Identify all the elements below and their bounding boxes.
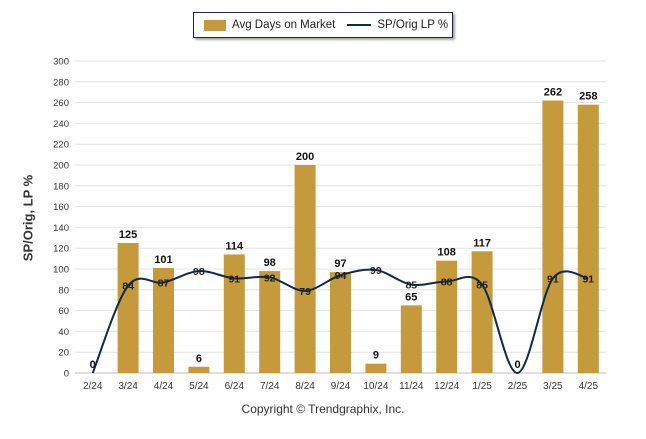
y-tick-label: 220	[53, 140, 69, 151]
bar-data-label: 0	[514, 359, 520, 371]
y-tick-label: 240	[53, 119, 69, 130]
x-tick-label: 11/24	[399, 381, 424, 392]
x-tick-label: 8/24	[295, 381, 315, 392]
y-tick-label: 200	[53, 161, 69, 172]
line-data-label: 98	[193, 266, 205, 278]
line-data-label: 94	[335, 270, 347, 282]
line-data-label: 91	[582, 273, 594, 285]
bar-data-label: 125	[119, 229, 137, 241]
legend-line-label: SP/Orig LP %	[377, 19, 449, 31]
bar	[577, 104, 599, 374]
legend-item-line: SP/Orig LP %	[335, 19, 448, 31]
line-data-label: 87	[158, 278, 170, 290]
bar	[400, 305, 422, 373]
bar	[223, 254, 245, 373]
bar	[153, 267, 174, 373]
legend-bar-label: Avg Days on Market	[232, 19, 336, 31]
y-tick-label: 180	[53, 181, 69, 192]
line-data-label: 88	[441, 276, 453, 288]
line-data-label: 99	[370, 265, 382, 277]
y-axis-label: SP/Orig, LP %	[20, 174, 36, 262]
y-tick-label: 260	[53, 98, 69, 109]
bar	[365, 363, 387, 373]
bar-data-label: 101	[154, 254, 172, 266]
line-data-label: 91	[228, 273, 240, 285]
bar	[436, 260, 458, 373]
y-tick-label: 40	[58, 327, 69, 338]
line-data-label: 85	[476, 280, 488, 292]
x-tick-label: 10/24	[363, 381, 388, 392]
x-tick-label: 9/24	[331, 381, 351, 392]
bar	[542, 100, 564, 374]
bar	[330, 272, 351, 373]
x-tick-label: 4/24	[154, 381, 174, 392]
y-tick-label: 20	[58, 348, 69, 359]
bar	[471, 251, 493, 373]
x-tick-label: 4/25	[579, 381, 599, 392]
y-tick-label: 300	[53, 57, 69, 68]
legend-item-bar: Avg Days on Market	[194, 19, 335, 31]
y-tick-label: 0	[64, 369, 69, 380]
bar-data-label: 97	[334, 258, 346, 270]
legend: Avg Days on Market SP/Orig LP %	[193, 12, 453, 38]
x-tick-label: 12/24	[434, 381, 459, 392]
bar-data-label: 108	[438, 247, 456, 259]
bar-data-label: 258	[579, 91, 597, 103]
legend-line-swatch	[347, 24, 372, 26]
bar	[117, 243, 139, 373]
legend-bar-swatch	[204, 19, 226, 31]
bar-data-label: 9	[373, 350, 379, 362]
bar-data-label: 65	[405, 291, 417, 303]
y-tick-label: 140	[53, 223, 69, 234]
x-tick-label: 6/24	[225, 381, 245, 392]
bar-data-label: 6	[196, 353, 202, 365]
bar-data-label: 200	[296, 151, 314, 163]
y-tick-label: 280	[53, 77, 69, 88]
bar-data-label: 114	[225, 240, 244, 252]
x-tick-label: 5/24	[189, 381, 209, 392]
line-data-label: 92	[264, 272, 276, 284]
bar	[188, 366, 210, 373]
y-tick-label: 60	[58, 306, 69, 317]
bar	[294, 165, 316, 373]
line-data-label: 84	[122, 281, 134, 293]
copyright-text: Copyright © Trendgraphix, Inc.	[241, 402, 405, 416]
x-tick-label: 2/25	[508, 381, 528, 392]
y-tick-label: 120	[53, 244, 69, 255]
x-tick-label: 3/25	[543, 381, 563, 392]
x-tick-label: 7/24	[260, 381, 280, 392]
y-tick-label: 80	[58, 285, 69, 296]
bar-data-label: 117	[473, 237, 491, 249]
bar-data-label: 98	[264, 257, 276, 269]
y-tick-label: 160	[53, 202, 69, 213]
line-series	[91, 268, 589, 374]
line-data-label: 85	[405, 280, 417, 292]
x-tick-label: 1/25	[472, 381, 492, 392]
line-data-label: 79	[299, 286, 311, 298]
y-tick-label: 100	[53, 265, 69, 276]
line-data-label: 91	[547, 273, 559, 285]
bar	[259, 271, 281, 373]
x-tick-label: 3/24	[118, 381, 138, 392]
bar-data-label: 0	[90, 359, 96, 371]
bar-data-label: 262	[544, 87, 562, 99]
x-tick-label: 2/24	[83, 381, 103, 392]
